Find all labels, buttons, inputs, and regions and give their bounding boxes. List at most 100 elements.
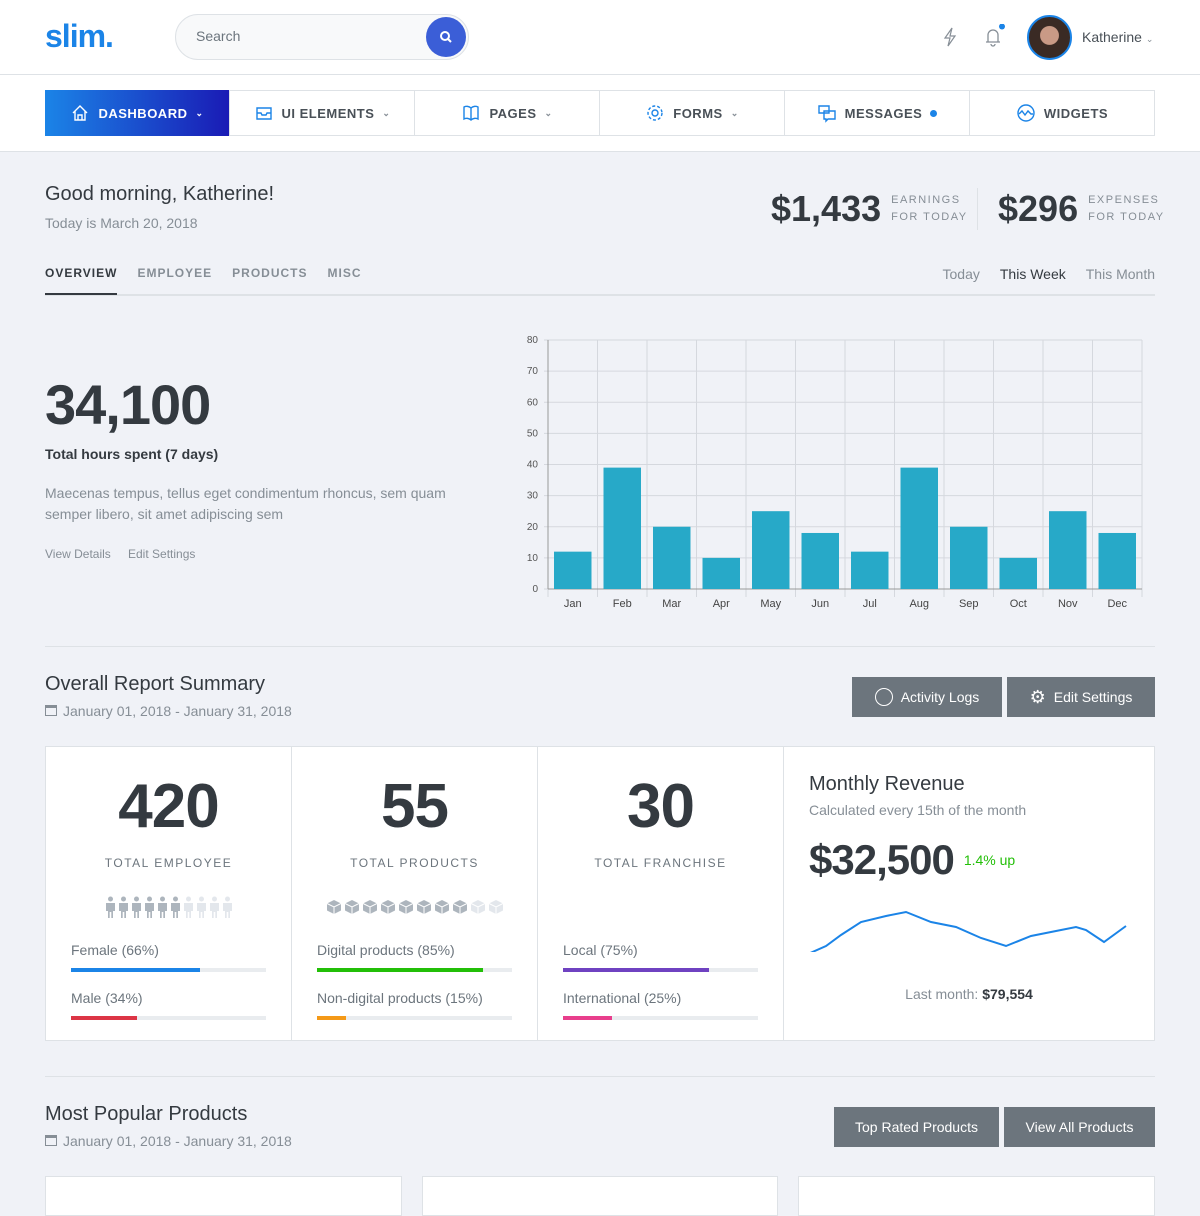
icon-meter xyxy=(71,896,266,923)
person-icon xyxy=(209,896,220,923)
revenue-sparkline xyxy=(810,910,1127,952)
nav-label: DASHBOARD xyxy=(98,105,188,121)
bar-dec xyxy=(1098,532,1136,589)
tab-employee[interactable]: EMPLOYEE xyxy=(137,266,213,280)
cube-icon xyxy=(488,899,504,920)
user-menu[interactable]: Katherine ⌄ xyxy=(1082,29,1153,45)
search-box xyxy=(175,14,469,60)
x-tick-label: Nov xyxy=(1058,598,1078,610)
y-tick-label: 60 xyxy=(527,397,539,408)
nav-label: FORMS xyxy=(673,105,723,121)
chevron-down-icon: ⌄ xyxy=(382,107,391,118)
search-icon xyxy=(440,31,452,43)
nav-dashboard[interactable]: DASHBOARD ⌄ xyxy=(45,90,230,136)
expenses: $296 EXPENSES FOR TODAY xyxy=(998,188,1165,230)
stat-label: TOTAL FRANCHISE xyxy=(594,856,727,870)
bell-icon[interactable] xyxy=(982,24,1006,48)
progress-bar xyxy=(71,968,266,972)
report-card: 420 TOTAL EMPLOYEE Female (66%) Male (34%) 5… xyxy=(45,746,1155,1041)
divider xyxy=(977,188,978,230)
x-tick-label: Sep xyxy=(959,598,979,610)
progress-fill xyxy=(71,968,200,972)
person-icon xyxy=(118,896,129,923)
progress-bar xyxy=(563,968,758,972)
period-this-month[interactable]: This Month xyxy=(1085,266,1155,282)
gear-icon: ⚙ xyxy=(1029,686,1046,707)
cube-icon xyxy=(362,899,378,920)
bar-feb xyxy=(603,467,641,589)
period-today[interactable]: Today xyxy=(942,266,980,282)
edit-settings-button[interactable]: ⚙ Edit Settings xyxy=(1007,677,1155,717)
y-tick-label: 20 xyxy=(527,522,539,533)
home-icon xyxy=(72,105,88,121)
product-card xyxy=(798,1176,1155,1216)
bar-mar xyxy=(653,526,691,589)
chevron-down-icon: ⌄ xyxy=(544,107,553,118)
tabs-line xyxy=(45,294,1155,296)
chevron-down-icon: ⌄ xyxy=(1145,34,1154,44)
expenses-value: $296 xyxy=(998,188,1079,229)
revenue-change: 1.4% up xyxy=(963,852,1016,868)
report-range-text: January 01, 2018 - January 31, 2018 xyxy=(63,703,292,719)
logo[interactable]: slim. xyxy=(45,18,114,54)
y-tick-label: 70 xyxy=(527,366,539,377)
bar-jan xyxy=(554,551,592,589)
x-tick-label: Jul xyxy=(863,598,877,610)
bar-label: International (25%) xyxy=(563,990,682,1006)
person-icon xyxy=(131,896,142,923)
top-rated-button[interactable]: Top Rated Products xyxy=(834,1107,999,1147)
y-tick-label: 10 xyxy=(527,553,539,564)
stat-total-franchise: 30 TOTAL FRANCHISE Local (75%) Internationa… xyxy=(538,747,784,1040)
navbar: DASHBOARD ⌄ UI ELEMENTS ⌄ PAGES ⌄ FORMS ⌄ MESSAG… xyxy=(0,75,1200,152)
nav-forms[interactable]: FORMS ⌄ xyxy=(600,91,785,135)
pin-icon xyxy=(598,897,612,922)
header: slim. Katherine ⌄ xyxy=(0,0,1200,75)
chevron-down-icon: ⌄ xyxy=(195,107,204,118)
divider xyxy=(45,646,1155,647)
nav-widgets[interactable]: WIDGETS xyxy=(970,91,1154,135)
activity-logs-button[interactable]: Activity Logs xyxy=(852,677,1002,717)
person-icon xyxy=(196,896,207,923)
person-icon xyxy=(105,896,116,923)
y-tick-label: 30 xyxy=(527,491,539,502)
activity-logs-label: Activity Logs xyxy=(900,689,980,705)
progress-fill xyxy=(563,1016,612,1020)
y-tick-label: 40 xyxy=(527,460,539,471)
product-card xyxy=(422,1176,778,1216)
nav-pages[interactable]: PAGES ⌄ xyxy=(415,91,600,135)
bar-oct xyxy=(999,557,1037,589)
revenue-value: $32,500 xyxy=(809,836,955,883)
cube-icon xyxy=(398,899,414,920)
x-tick-label: May xyxy=(760,598,781,610)
nav-label: PAGES xyxy=(489,105,537,121)
nav-label: UI ELEMENTS xyxy=(281,105,375,121)
view-all-button[interactable]: View All Products xyxy=(1004,1107,1155,1147)
avatar[interactable] xyxy=(1027,15,1072,60)
monthly-revenue: Monthly Revenue Calculated every 15th of… xyxy=(784,747,1154,1040)
view-details-link[interactable]: View Details xyxy=(45,547,111,561)
x-tick-label: Feb xyxy=(613,598,632,610)
report-range: January 01, 2018 - January 31, 2018 xyxy=(45,703,292,719)
tab-overview[interactable]: OVERVIEW xyxy=(45,266,118,295)
search-button[interactable] xyxy=(426,17,466,57)
progress-fill xyxy=(317,968,483,972)
stat-total-products: 55 TOTAL PRODUCTS Digital products (85%) No… xyxy=(292,747,538,1040)
nav-ui-elements[interactable]: UI ELEMENTS ⌄ xyxy=(230,91,415,135)
product-card xyxy=(45,1176,402,1216)
pin-icon xyxy=(694,897,708,922)
edit-settings-link[interactable]: Edit Settings xyxy=(128,547,196,561)
bar-may xyxy=(752,511,790,589)
book-icon xyxy=(463,105,480,121)
pin-icon xyxy=(614,897,628,922)
period-this-week[interactable]: This Week xyxy=(999,266,1066,282)
tab-misc[interactable]: MISC xyxy=(327,266,362,280)
search-input[interactable] xyxy=(196,28,416,44)
lightning-icon[interactable] xyxy=(942,27,958,47)
nav-label: MESSAGES xyxy=(844,105,923,121)
bar-jun xyxy=(801,532,839,589)
tab-products[interactable]: PRODUCTS xyxy=(232,266,308,280)
period-switch: Today This Week This Month xyxy=(943,266,1155,282)
earnings: $1,433 EARNINGS FOR TODAY xyxy=(771,188,968,230)
bar-label: Male (34%) xyxy=(71,990,143,1006)
nav-messages[interactable]: MESSAGES xyxy=(785,91,970,135)
